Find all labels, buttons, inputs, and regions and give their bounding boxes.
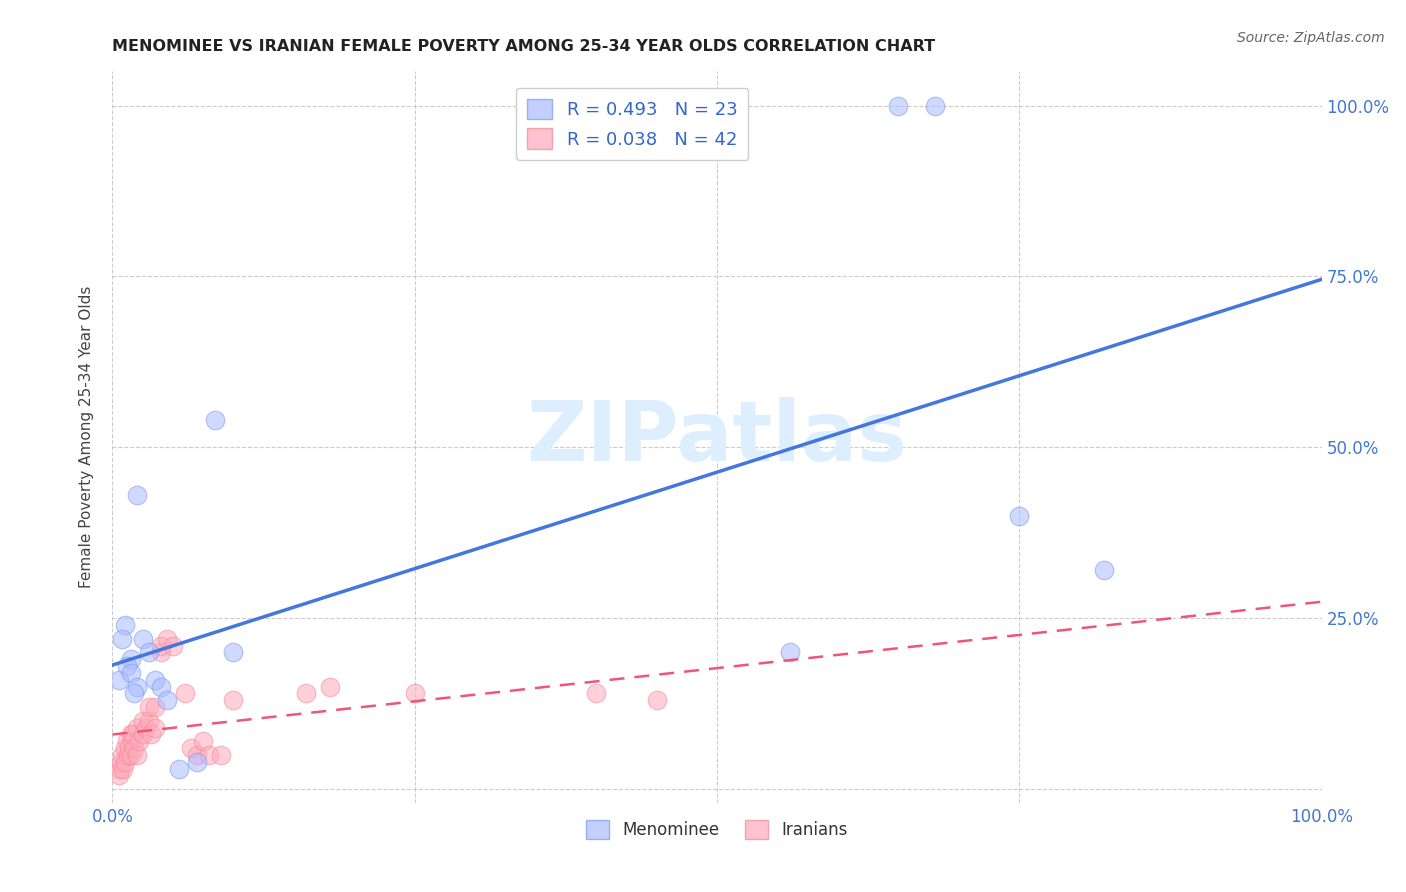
Point [107, 768, 129, 782]
Y-axis label: Female Poverty Among 25-34 Year Olds: Female Poverty Among 25-34 Year Olds [79, 286, 94, 588]
Point [138, 645, 160, 659]
Point [108, 762, 131, 776]
Text: MENOMINEE VS IRANIAN FEMALE POVERTY AMONG 25-34 YEAR OLDS CORRELATION CHART: MENOMINEE VS IRANIAN FEMALE POVERTY AMON… [112, 38, 935, 54]
Point [209, 747, 232, 762]
Point [114, 755, 136, 769]
Point [186, 747, 208, 762]
Point [645, 693, 668, 707]
Point [149, 639, 172, 653]
Point [887, 98, 910, 112]
Point [115, 659, 138, 673]
Point [1092, 563, 1115, 577]
Point [138, 700, 160, 714]
Point [143, 673, 166, 687]
Point [186, 755, 208, 769]
Point [111, 747, 134, 762]
Point [132, 632, 155, 646]
Point [107, 673, 129, 687]
Point [125, 488, 148, 502]
Point [128, 734, 150, 748]
Point [167, 762, 190, 776]
Point [132, 727, 155, 741]
Point [122, 727, 145, 741]
Point [114, 618, 136, 632]
Point [156, 632, 179, 646]
Point [149, 645, 172, 659]
Point [222, 693, 245, 707]
Point [112, 762, 135, 776]
Point [125, 747, 148, 762]
Legend: Menominee, Iranians: Menominee, Iranians [579, 814, 855, 846]
Point [143, 700, 166, 714]
Point [120, 747, 142, 762]
Point [120, 665, 142, 680]
Text: Source: ZipAtlas.com: Source: ZipAtlas.com [1237, 31, 1385, 45]
Point [180, 741, 202, 756]
Point [110, 755, 132, 769]
Point [404, 686, 426, 700]
Point [121, 734, 143, 748]
Point [191, 734, 214, 748]
Text: ZIPatlas: ZIPatlas [527, 397, 907, 477]
Point [149, 680, 172, 694]
Point [125, 680, 148, 694]
Point [924, 98, 946, 112]
Point [198, 747, 221, 762]
Point [120, 727, 142, 741]
Point [141, 727, 163, 741]
Point [125, 721, 148, 735]
Point [118, 741, 141, 756]
Point [204, 413, 226, 427]
Point [222, 645, 245, 659]
Point [162, 639, 184, 653]
Point [143, 721, 166, 735]
Point [114, 741, 136, 756]
Point [138, 714, 160, 728]
Point [117, 747, 139, 762]
Point [132, 714, 155, 728]
Point [779, 645, 801, 659]
Point [585, 686, 607, 700]
Point [174, 686, 197, 700]
Point [115, 734, 138, 748]
Point [122, 686, 145, 700]
Point [156, 693, 179, 707]
Point [120, 652, 142, 666]
Point [319, 680, 342, 694]
Point [111, 632, 134, 646]
Point [122, 741, 145, 756]
Point [1008, 508, 1031, 523]
Point [135, 721, 157, 735]
Point [295, 686, 318, 700]
